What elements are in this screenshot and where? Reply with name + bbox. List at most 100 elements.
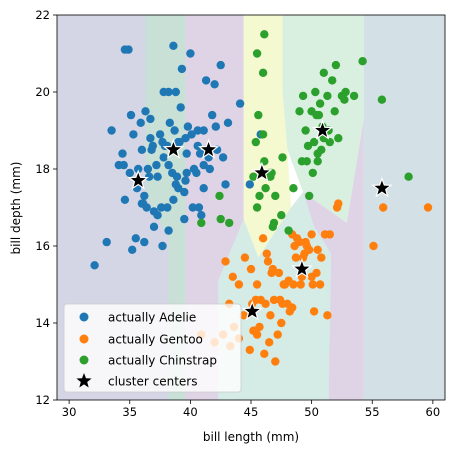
legend-label-chinstrap: actually Chinstrap — [108, 354, 217, 368]
adelie-point — [197, 211, 206, 220]
chinstrap-point — [314, 110, 324, 120]
cluster-center-stars — [127, 119, 393, 321]
adelie-point — [245, 180, 254, 189]
adelie-point — [131, 234, 140, 243]
adelie-point — [181, 134, 190, 143]
gentoo-point — [266, 311, 275, 320]
legend: actually Adelie actually Gentoo actually… — [63, 303, 242, 393]
adelie-point — [183, 122, 193, 131]
x-tick-label: 60 — [426, 405, 441, 419]
adelie-point — [216, 60, 225, 70]
gentoo-point — [296, 280, 305, 289]
chinstrap-point — [197, 218, 206, 228]
adelie-point — [195, 149, 205, 158]
chinstrap-point — [258, 68, 268, 78]
chinstrap-point — [271, 191, 280, 201]
adelie-point — [177, 64, 187, 74]
adelie-point — [169, 195, 178, 204]
legend-marker-adelie — [79, 312, 89, 322]
chinstrap-point — [323, 91, 332, 101]
cluster-center-star — [291, 257, 313, 279]
adelie-point — [134, 164, 143, 174]
adelie-point — [141, 107, 150, 116]
adelie-point — [146, 114, 155, 124]
gentoo-point — [274, 268, 284, 278]
gentoo-point — [263, 257, 273, 266]
y-tick-label: 20 — [35, 85, 50, 99]
adelie-point — [171, 87, 180, 97]
adelie-point — [125, 168, 134, 178]
adelie-point — [164, 226, 173, 235]
legend-label-centers: cluster centers — [108, 375, 197, 389]
adelie-point — [172, 172, 182, 181]
cluster-center-star — [241, 300, 263, 321]
adelie-point — [199, 184, 208, 193]
cluster-center-star — [127, 169, 149, 190]
gentoo-point — [309, 307, 319, 316]
gentoo-point — [291, 253, 301, 262]
legend-label-adelie: actually Adelie — [108, 311, 196, 325]
gentoo-point — [240, 253, 250, 262]
adelie-point — [194, 203, 204, 212]
adelie-point — [193, 126, 202, 135]
adelie-point — [145, 172, 154, 181]
chinstrap-point — [278, 153, 287, 162]
chinstrap-point — [302, 157, 311, 166]
y-tick-label: 14 — [35, 316, 50, 330]
adelie-point — [159, 153, 168, 162]
legend-marker-gentoo — [79, 334, 89, 344]
gentoo-point — [261, 299, 270, 308]
chinstrap-point — [319, 68, 328, 78]
chinstrap-point — [295, 107, 304, 116]
chinstrap-point — [404, 172, 413, 181]
adelie-point — [146, 134, 155, 143]
adelie-point — [153, 172, 162, 181]
chinstrap-point — [341, 87, 350, 97]
chinstrap-point — [315, 99, 325, 108]
adelie-point — [210, 80, 219, 89]
adelie-point — [181, 176, 190, 185]
chinstrap-point — [331, 60, 341, 70]
adelie-point — [149, 222, 159, 231]
chinstrap-point — [313, 157, 322, 166]
chinstrap-point — [349, 91, 359, 101]
y-tick-label: 22 — [35, 8, 50, 22]
x-tick-label: 45 — [244, 405, 259, 419]
gentoo-point — [252, 280, 262, 289]
gentoo-point — [315, 280, 325, 289]
adelie-point — [153, 211, 162, 220]
legend-box — [63, 303, 242, 393]
chinstrap-point — [216, 214, 225, 224]
adelie-point — [182, 168, 191, 178]
adelie-point — [182, 149, 191, 158]
gentoo-point — [423, 203, 433, 212]
gentoo-point — [252, 330, 262, 339]
adelie-point — [140, 191, 149, 201]
gentoo-point — [228, 272, 237, 281]
adelie-point — [175, 137, 184, 147]
gentoo-point — [313, 245, 322, 254]
adelie-point — [223, 118, 233, 128]
chinstrap-point — [225, 218, 234, 228]
adelie-point — [201, 76, 211, 85]
y-axis: 12 14 16 18 20 22 — [35, 8, 57, 407]
y-axis-label: bill depth (mm) — [9, 162, 23, 255]
chinstrap-point — [269, 218, 279, 228]
adelie-point — [170, 126, 179, 135]
adelie-point — [120, 195, 130, 204]
gentoo-point — [267, 268, 276, 278]
gentoo-point — [277, 318, 286, 328]
cluster-center-star — [371, 177, 393, 198]
chinstrap-point — [261, 184, 270, 193]
gentoo-point — [369, 241, 378, 251]
cluster-center-star — [162, 138, 185, 159]
gentoo-point — [305, 245, 314, 254]
chinstrap-point — [260, 30, 269, 39]
adelie-point — [208, 110, 217, 120]
adelie-point — [235, 99, 245, 108]
gentoo-point — [221, 257, 230, 266]
adelie-point — [136, 118, 145, 128]
y-tick-label: 12 — [35, 393, 50, 407]
adelie-point — [169, 41, 178, 50]
